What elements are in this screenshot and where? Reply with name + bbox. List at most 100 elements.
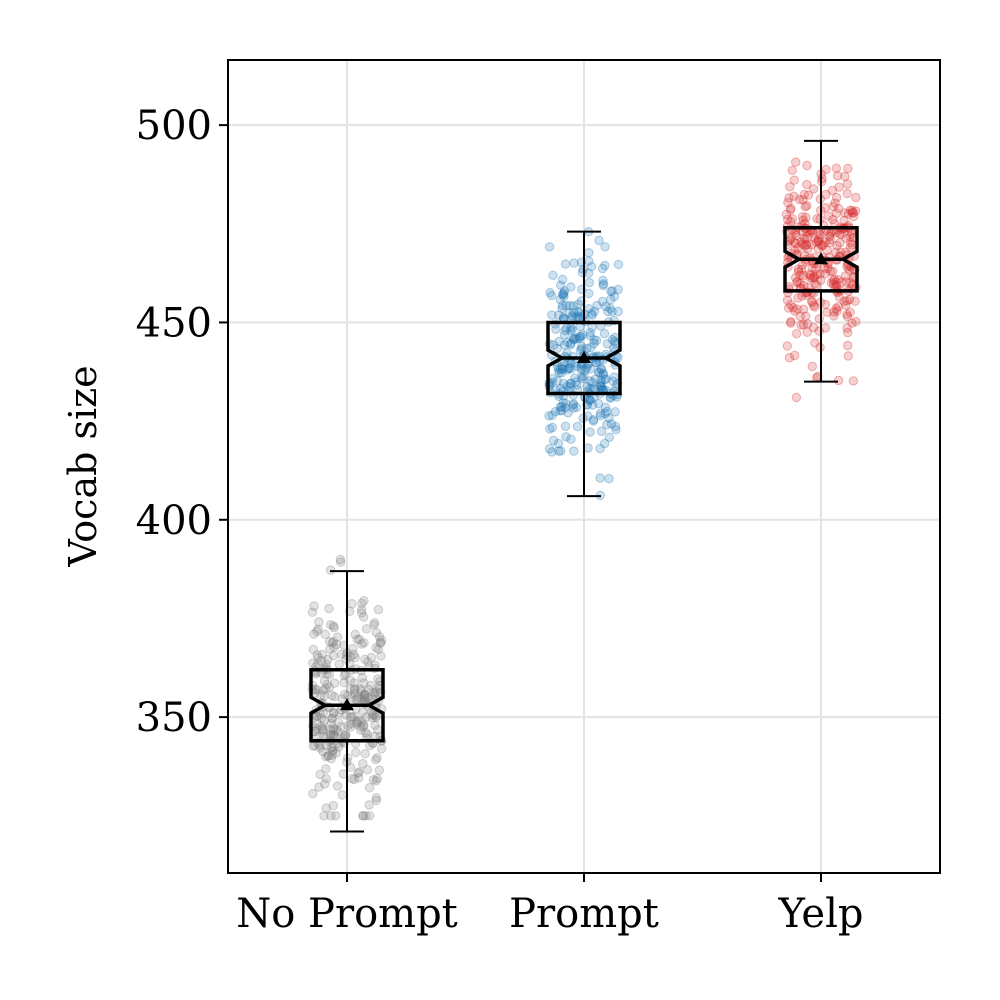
jitter-point: [817, 241, 827, 251]
jitter-point: [354, 634, 364, 645]
jitter-point: [349, 774, 359, 785]
jitter-point: [782, 295, 793, 305]
jitter-point: [786, 300, 796, 310]
jitter-point: [833, 203, 844, 214]
jitter-point: [333, 726, 343, 737]
jitter-point: [793, 242, 803, 253]
jitter-point: [341, 730, 351, 740]
jitter-point: [842, 296, 852, 306]
jitter-point: [571, 377, 581, 387]
jitter-point: [568, 403, 578, 413]
jitter-point: [810, 302, 820, 312]
jitter-point: [829, 274, 840, 285]
jitter-point: [596, 381, 606, 392]
jitter-point: [330, 731, 340, 741]
jitter-point: [802, 179, 812, 190]
jitter-point: [559, 286, 570, 296]
jitter-point: [593, 398, 604, 409]
jitter-point: [794, 194, 805, 205]
jitter-point: [795, 278, 805, 289]
jitter-point: [564, 363, 574, 373]
jitter-point: [373, 644, 384, 654]
jitter-point: [847, 206, 857, 216]
jitter-point: [598, 275, 608, 286]
jitter-point: [314, 617, 324, 627]
jitter-point: [312, 626, 322, 637]
jitter-point: [603, 306, 613, 317]
jitter-point: [584, 277, 594, 288]
jitter-point: [317, 649, 328, 660]
jitter-point: [588, 415, 599, 425]
jitter-point: [600, 260, 610, 271]
jitter-point: [847, 240, 857, 250]
jitter-point: [307, 607, 318, 617]
jitter-point: [358, 811, 368, 821]
jitter-point: [354, 715, 364, 726]
jitter-point: [360, 689, 370, 699]
jitter-point: [589, 338, 599, 349]
jitter-point: [585, 364, 596, 374]
jitter-point: [832, 240, 842, 251]
jitter-point: [325, 730, 336, 740]
x-tick-label: Prompt: [509, 891, 659, 937]
jitter-point: [359, 638, 369, 648]
jitter-point: [555, 294, 565, 305]
jitter-point: [319, 715, 329, 726]
jitter-point: [785, 182, 795, 192]
jitter-point: [349, 678, 360, 688]
jitter-point: [358, 707, 368, 717]
jitter-point: [851, 316, 861, 327]
jitter-point: [321, 764, 331, 774]
jitter-point: [327, 690, 337, 701]
jitter-point: [327, 750, 337, 760]
jitter-point: [813, 236, 823, 246]
jitter-point: [360, 694, 371, 704]
jitter-point: [596, 365, 607, 375]
jitter-point: [828, 201, 838, 212]
jitter-point: [565, 378, 575, 389]
jitter-point: [804, 269, 815, 279]
jitter-point: [831, 208, 842, 219]
jitter-point: [312, 718, 322, 728]
jitter-point: [831, 277, 841, 287]
jitter-point: [346, 712, 357, 722]
jitter-point: [793, 267, 804, 277]
jitter-point: [364, 783, 375, 793]
jitter-point: [843, 209, 854, 219]
jitter-point: [365, 680, 376, 691]
jitter-point: [789, 306, 800, 316]
jitter-point: [558, 289, 568, 300]
jitter-point: [803, 244, 813, 254]
jitter-point: [371, 795, 382, 806]
jitter-point: [309, 629, 319, 639]
jitter-point: [374, 632, 385, 642]
jitter-point: [551, 324, 561, 334]
jitter-point: [588, 400, 598, 410]
jitter-point: [840, 171, 850, 182]
jitter-point: [810, 233, 820, 243]
jitter-point: [557, 274, 568, 285]
jitter-point: [354, 773, 364, 783]
jitter-point: [806, 240, 817, 250]
jitter-point: [554, 336, 564, 347]
jitter-point: [318, 725, 329, 736]
jitter-point: [784, 353, 795, 363]
jitter-point: [601, 374, 611, 384]
jitter-point: [328, 801, 338, 811]
jitter-point: [789, 237, 800, 248]
jitter-point: [363, 657, 373, 667]
jitter-point: [836, 229, 847, 239]
jitter-point: [560, 398, 571, 409]
jitter-point: [544, 411, 554, 421]
jitter-point: [802, 160, 812, 171]
jitter-point: [320, 779, 330, 789]
jitter-point: [817, 173, 827, 184]
jitter-point: [841, 277, 851, 287]
jitter-point: [569, 334, 579, 345]
jitter-point: [354, 767, 364, 777]
jitter-point: [316, 713, 327, 723]
jitter-point: [361, 624, 372, 634]
jitter-point: [813, 244, 824, 254]
jitter-point: [554, 446, 564, 456]
jitter-point: [374, 765, 385, 775]
